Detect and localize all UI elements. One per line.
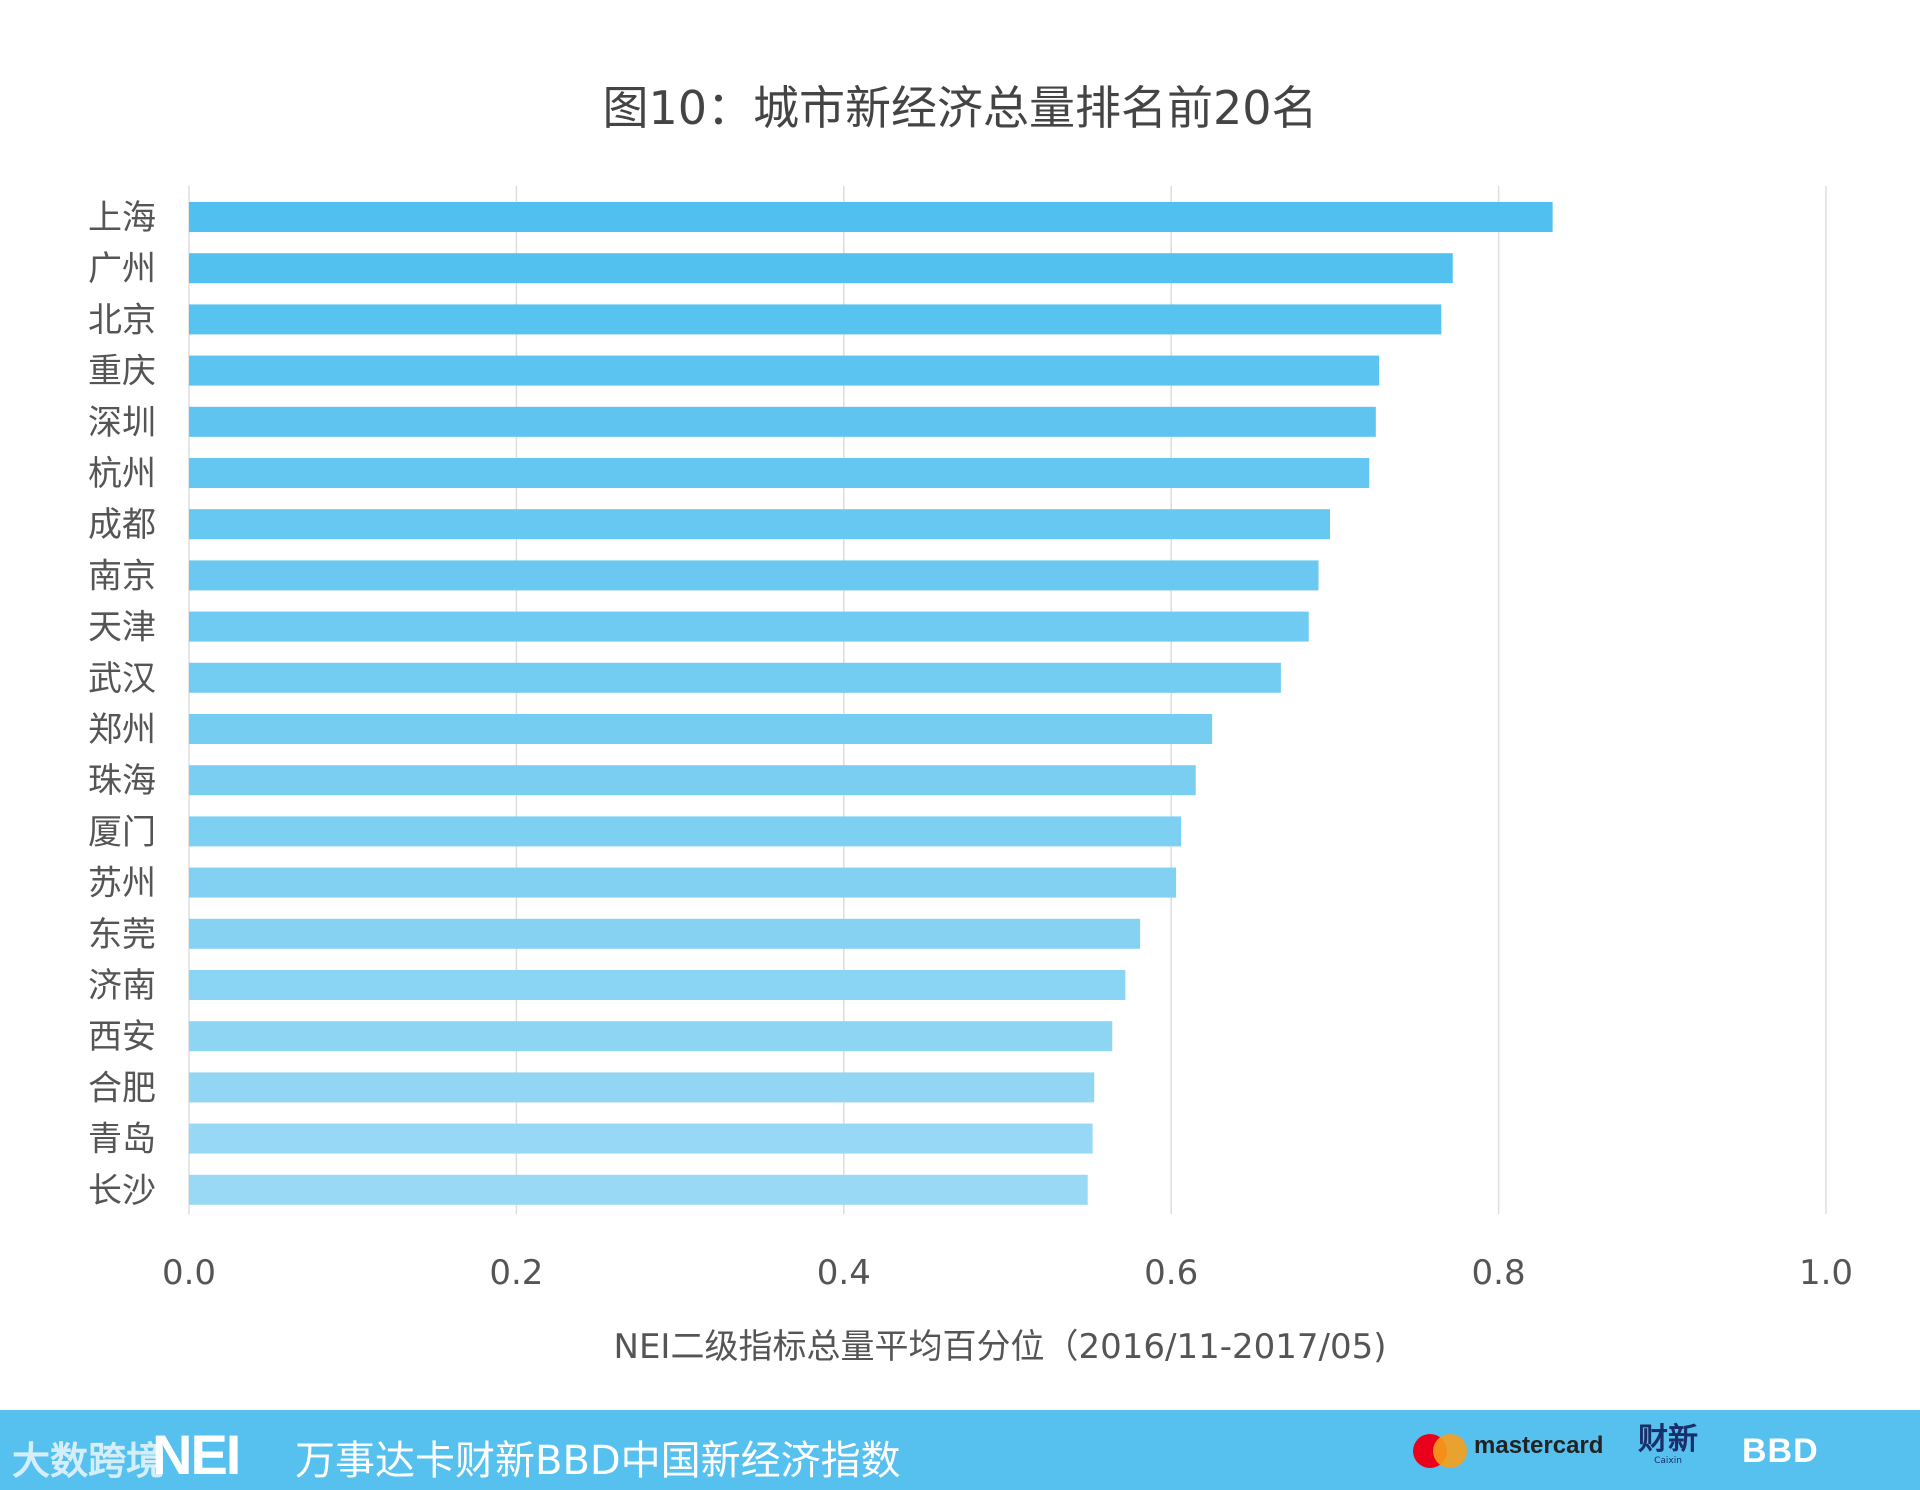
category-label: 合肥 [88, 1068, 156, 1108]
watermark: 大数跨境 [12, 1439, 165, 1483]
bar [189, 662, 1281, 693]
category-label: 苏州 [88, 864, 156, 904]
x-tick-label: 1.0 [1799, 1253, 1853, 1293]
grid-lines [188, 186, 1827, 1214]
bar [189, 509, 1330, 540]
category-label: 郑州 [88, 710, 156, 750]
category-label: 深圳 [88, 403, 156, 443]
bar [189, 1021, 1113, 1052]
x-axis-label: NEI二级指标总量平均百分位（2016/11-2017/05) [614, 1327, 1387, 1367]
category-label: 西安 [88, 1017, 156, 1057]
x-tick-label: 0.0 [162, 1253, 216, 1293]
x-tick-label: 0.6 [1144, 1253, 1198, 1293]
bar [189, 304, 1442, 335]
bars [189, 202, 1553, 1205]
bar [189, 765, 1196, 796]
bar [189, 1123, 1093, 1154]
bar [189, 918, 1141, 949]
bar [189, 1072, 1095, 1103]
x-tick-label: 0.2 [489, 1253, 543, 1293]
x-tick-labels: 0.0 0.2 0.4 0.6 0.8 1.0 [162, 1253, 1853, 1293]
category-label: 济南 [88, 966, 156, 1006]
mastercard-icon [1413, 1434, 1467, 1468]
category-label: 东莞 [88, 915, 156, 955]
category-label: 厦门 [88, 812, 156, 852]
bar [189, 1174, 1088, 1205]
x-tick-label: 0.8 [1472, 1253, 1526, 1293]
mastercard-wordmark: mastercard [1474, 1432, 1604, 1459]
category-label: 长沙 [88, 1171, 156, 1211]
category-label: 上海 [88, 198, 156, 238]
caixin-en-text: Caixin [1654, 1456, 1682, 1466]
bar [189, 714, 1213, 744]
category-label: 北京 [88, 300, 156, 340]
x-tick-label: 0.4 [817, 1253, 871, 1293]
nei-logo: NEI [152, 1423, 241, 1486]
bar [189, 458, 1370, 488]
category-label: 成都 [88, 505, 156, 545]
bbd-logo: BBD [1742, 1432, 1819, 1470]
bar [189, 253, 1453, 284]
bar [189, 202, 1553, 232]
category-label: 杭州 [88, 454, 156, 494]
bar [189, 970, 1126, 1000]
bar [189, 355, 1380, 386]
category-label: 青岛 [88, 1120, 156, 1160]
chart-title: 图10：城市新经济总量排名前20名 [602, 81, 1318, 135]
category-label: 南京 [88, 556, 156, 596]
bar [189, 867, 1177, 898]
footer-banner: 大数跨境 NEI 万事达卡财新BBD中国新经济指数 mastercard 财新 … [0, 1410, 1920, 1490]
bar [189, 816, 1182, 847]
bar-chart: 上海广州北京重庆深圳杭州成都南京天津武汉郑州珠海厦门苏州东莞济南西安合肥青岛长沙… [88, 186, 1853, 1367]
category-label: 天津 [88, 608, 156, 648]
category-label: 广州 [88, 249, 156, 289]
category-label: 重庆 [88, 352, 156, 392]
caixin-cn-text: 财新 [1638, 1422, 1698, 1457]
bar [189, 611, 1309, 642]
caixin-logo: 财新 Caixin [1638, 1422, 1698, 1467]
bar [189, 406, 1376, 437]
category-label: 武汉 [88, 659, 156, 699]
footer-title: 万事达卡财新BBD中国新经济指数 [295, 1438, 901, 1484]
bar [189, 560, 1319, 591]
category-label: 珠海 [88, 761, 156, 801]
